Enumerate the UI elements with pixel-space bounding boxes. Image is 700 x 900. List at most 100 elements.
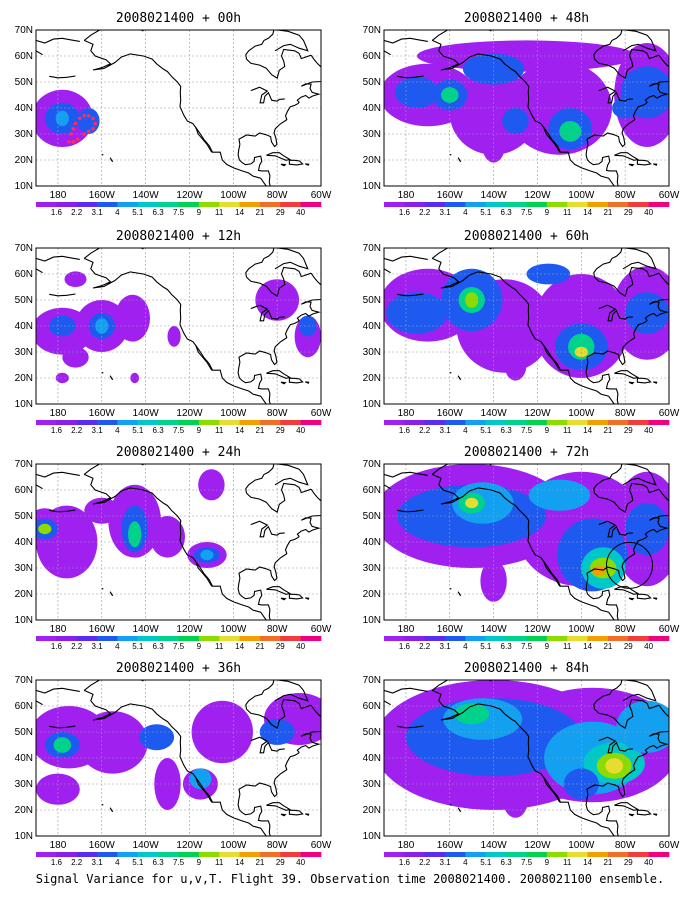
coastline <box>384 471 428 478</box>
coastline <box>614 152 640 161</box>
coastline <box>288 159 304 166</box>
colorbar-swatch <box>239 852 261 857</box>
lat-tick-label: 50N <box>363 295 381 306</box>
flight-track-point <box>91 127 95 131</box>
lat-tick-label: 50N <box>15 295 33 306</box>
lon-tick-label: 140W <box>133 408 160 419</box>
lat-tick-label: 10N <box>15 399 33 410</box>
variance-contour <box>55 372 69 384</box>
variance-contour <box>559 121 582 142</box>
coastline <box>384 700 391 706</box>
colorbar-label: 3.1 <box>440 208 452 217</box>
colorbar-label: 3.1 <box>440 858 452 867</box>
colorbar-swatch <box>56 420 78 425</box>
coastline <box>384 50 391 56</box>
colorbar-label: 21 <box>603 426 612 435</box>
colorbar-swatch <box>300 202 322 207</box>
coastline <box>593 30 660 79</box>
colorbar-swatch <box>259 636 281 641</box>
lon-tick-label: 80W <box>615 624 636 635</box>
colorbar-label: 3.1 <box>92 858 104 867</box>
lat-tick-label: 20N <box>15 589 33 600</box>
coastline <box>449 803 452 806</box>
coastline <box>274 30 309 52</box>
lat-tick-label: 20N <box>15 805 33 816</box>
lat-tick-label: 50N <box>15 727 33 738</box>
coastline <box>614 370 640 379</box>
colorbar-label: 1.6 <box>399 208 411 217</box>
coastline <box>238 54 321 148</box>
colorbar-swatch <box>445 420 466 425</box>
variance-contour <box>395 76 439 108</box>
variance-contour <box>115 294 150 342</box>
colorbar-swatch <box>648 852 670 857</box>
coastline <box>543 345 561 371</box>
coastline <box>280 813 287 817</box>
coastline <box>109 157 114 163</box>
lon-tick-label: 160W <box>437 408 464 419</box>
colorbar-swatch <box>280 636 301 641</box>
coastline <box>586 704 669 798</box>
colorbar-swatch <box>485 852 507 857</box>
coastline <box>304 597 310 600</box>
variance-contour <box>465 497 479 509</box>
colorbar-swatch <box>506 202 527 207</box>
lat-tick-label: 30N <box>15 563 33 574</box>
coastline <box>237 144 271 186</box>
colorbar-swatch <box>546 636 568 641</box>
lon-tick-label: 140W <box>481 840 508 851</box>
lon-tick-label: 160W <box>89 190 116 201</box>
map-frame <box>383 247 670 405</box>
variance-contour <box>64 271 87 287</box>
colorbar-label: 4 <box>463 426 468 435</box>
lon-tick-label: 120W <box>176 624 203 635</box>
lat-tick-label: 60N <box>363 51 381 62</box>
colorbar-swatch <box>259 420 281 425</box>
colorbar-label: 21 <box>255 208 264 217</box>
colorbar-swatch <box>259 202 281 207</box>
coastline <box>636 377 652 384</box>
lat-tick-label: 40N <box>363 753 381 764</box>
lon-tick-label: 140W <box>133 624 160 635</box>
colorbar-swatch <box>36 852 57 857</box>
coastline <box>593 248 660 297</box>
colorbar-label: 11 <box>215 642 224 651</box>
colorbar-swatch <box>404 202 426 207</box>
lon-tick-label: 140W <box>133 840 160 851</box>
coastline <box>195 777 213 803</box>
lon-tick-label: 60W <box>311 408 332 419</box>
panel-title: 2008021400 + 72h <box>464 445 589 460</box>
coastline <box>83 473 267 620</box>
coastline <box>652 381 658 384</box>
colorbar-label: 29 <box>276 642 285 651</box>
colorbar-swatch <box>506 852 527 857</box>
colorbar-label: 40 <box>296 426 305 435</box>
colorbar-label: 3.1 <box>440 642 452 651</box>
lat-tick-label: 50N <box>363 727 381 738</box>
colorbar-label: 5.1 <box>480 642 492 651</box>
coastline <box>586 54 669 148</box>
coastline <box>431 257 615 404</box>
coastline <box>49 725 76 729</box>
lon-tick-label: 60W <box>659 190 680 201</box>
map-area <box>36 30 321 186</box>
coastline <box>304 381 310 384</box>
lat-tick-label: 40N <box>15 753 33 764</box>
colorbar-swatch <box>97 420 118 425</box>
coastline <box>397 509 424 513</box>
coastline <box>598 520 633 538</box>
panel-title: 2008021400 + 36h <box>116 661 241 676</box>
colorbar-swatch <box>239 202 261 207</box>
lat-tick-label: 10N <box>363 399 381 410</box>
lon-tick-label: 100W <box>568 840 595 851</box>
lon-tick-label: 160W <box>89 408 116 419</box>
colorbar: 1.6 2.2 3.1 4 5.1 6.3 7.5 9 11 14 21 29 40 <box>36 636 322 651</box>
lat-tick-label: 70N <box>363 459 381 470</box>
map-frame <box>35 679 322 837</box>
colorbar-swatch <box>445 202 466 207</box>
colorbar-swatch <box>628 636 649 641</box>
variance-contour <box>53 737 72 753</box>
colorbar-swatch <box>158 852 179 857</box>
colorbar-label: 6.3 <box>501 858 513 867</box>
coastline <box>237 362 271 404</box>
